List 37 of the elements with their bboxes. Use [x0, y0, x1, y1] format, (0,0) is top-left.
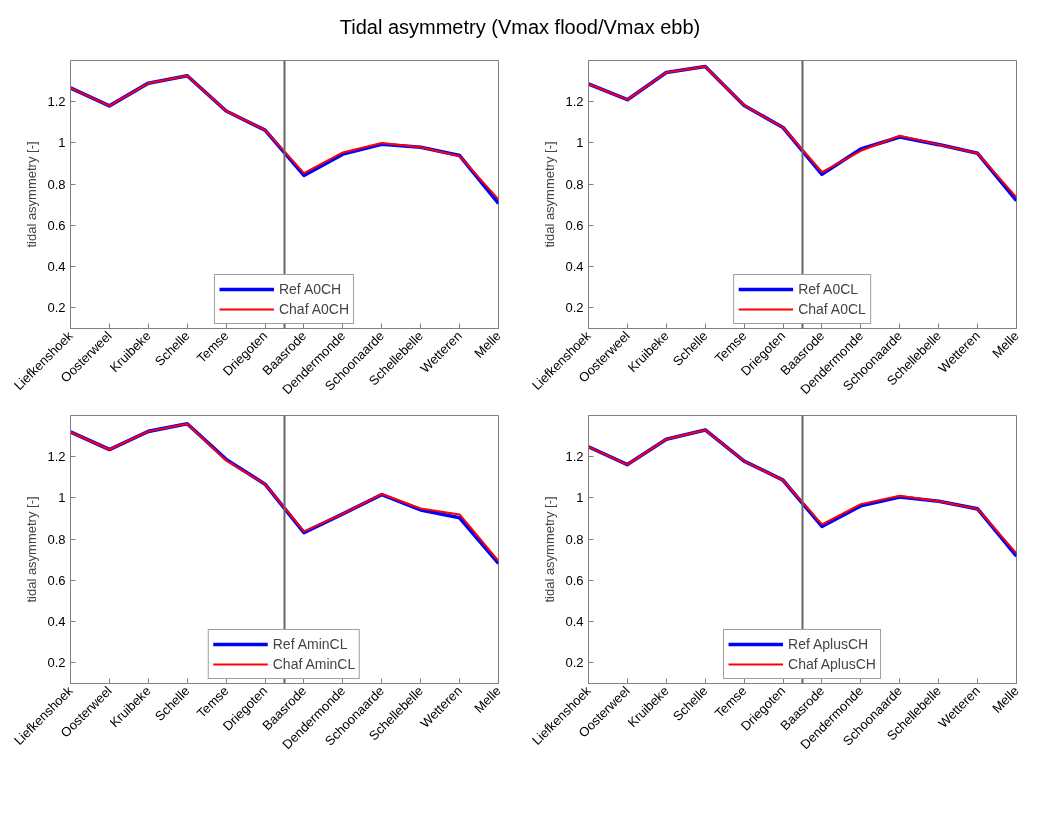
y-axis-title: tidal asymmetry [-]	[542, 496, 558, 603]
y-tick-label: 0.6	[565, 217, 584, 233]
legend-label: Ref AminCL	[272, 636, 348, 652]
legend-label: Ref A0CL	[798, 281, 859, 297]
y-axis-title: tidal asymmetry [-]	[542, 141, 558, 248]
legend-label: Chaf A0CL	[798, 301, 866, 317]
y-tick-label: 1.2	[47, 94, 66, 110]
y-tick-label: 1	[58, 490, 66, 506]
y-tick-label: 0.8	[47, 176, 66, 192]
y-tick-label: 0.2	[47, 300, 66, 316]
y-tick-label: 0.6	[565, 572, 584, 588]
y-tick-label: 0.6	[47, 572, 66, 588]
y-tick-label: 0.8	[565, 176, 584, 192]
legend-label: Chaf AplusCH	[788, 656, 876, 672]
y-tick-label: 0.6	[47, 217, 66, 233]
y-tick-label: 0.4	[565, 259, 584, 275]
y-tick-label: 0.4	[47, 614, 66, 630]
legend-label: Chaf A0CH	[278, 301, 350, 317]
y-tick-label: 0.2	[47, 655, 66, 671]
legend-label: Ref A0CH	[278, 281, 342, 297]
y-axis-title: tidal asymmetry [-]	[24, 496, 40, 603]
y-tick-label: 0.8	[47, 531, 66, 547]
chart-title: Tidal asymmetry (Vmax flood/Vmax ebb)	[339, 15, 701, 40]
y-tick-label: 0.8	[565, 531, 584, 547]
y-tick-label: 1.2	[565, 94, 584, 110]
legend-label: Ref AplusCH	[788, 636, 869, 652]
y-tick-label: 1.2	[565, 449, 584, 465]
y-tick-label: 1.2	[47, 449, 66, 465]
y-tick-label: 0.2	[565, 300, 584, 316]
y-tick-label: 1	[576, 135, 584, 151]
y-tick-label: 1	[576, 490, 584, 506]
y-tick-label: 0.4	[565, 614, 584, 630]
y-tick-label: 0.4	[47, 259, 66, 275]
legend-label: Chaf AminCL	[272, 656, 356, 672]
y-tick-label: 0.2	[565, 655, 584, 671]
y-axis-title: tidal asymmetry [-]	[24, 141, 40, 248]
y-tick-label: 1	[58, 135, 66, 151]
